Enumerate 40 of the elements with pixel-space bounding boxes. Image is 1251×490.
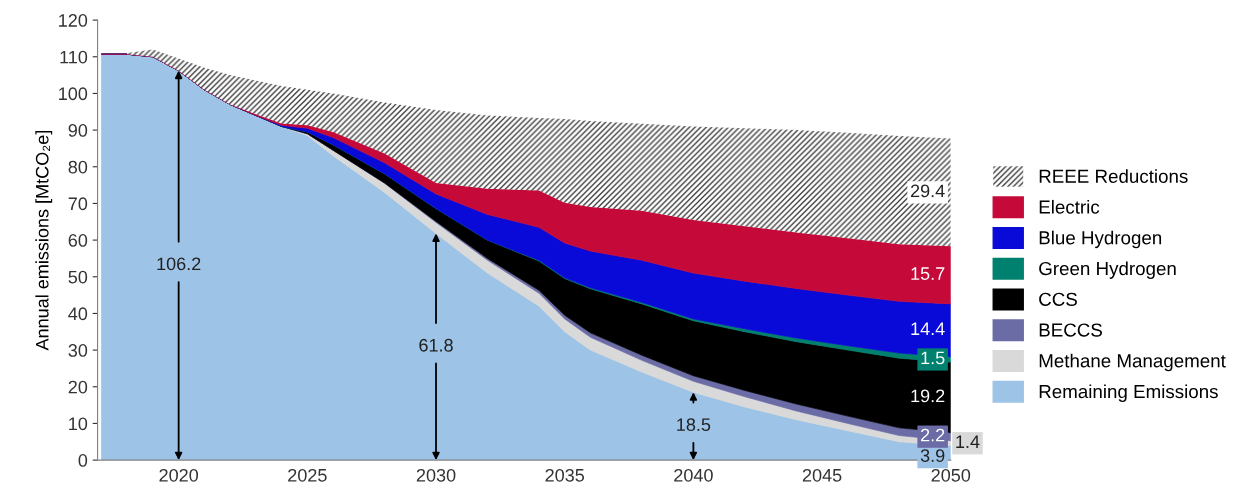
- annotation: 106.2: [157, 257, 201, 271]
- legend-label: Electric: [1039, 199, 1100, 214]
- legend-label: Blue Hydrogen: [1039, 230, 1162, 249]
- annotation: 18.5: [677, 418, 711, 432]
- data-label: 19.2: [911, 389, 945, 403]
- x-tick-label: 2020: [159, 468, 199, 482]
- legend-label: Remaining Emissions: [1039, 384, 1218, 402]
- y-tick-label: 10: [69, 417, 88, 431]
- x-tick-label: 2040: [674, 468, 713, 482]
- y-tick-label: 30: [68, 344, 88, 357]
- y-tick-label: 0: [78, 454, 88, 467]
- data-label: 2.2: [921, 428, 945, 442]
- legend-label: BECCS: [1039, 323, 1102, 337]
- data-label: 14.4: [911, 322, 945, 335]
- y-tick-label: 110: [60, 50, 88, 64]
- x-tick-label: 2045: [802, 468, 842, 482]
- x-tick-label: 2050: [931, 468, 971, 482]
- x-tick-label: 2030: [416, 468, 456, 482]
- legend-label: Methane Management: [1039, 353, 1226, 372]
- y-tick-label: 90: [68, 124, 88, 137]
- y-tick-label: 50: [68, 270, 88, 284]
- y-tick-label: 120: [59, 14, 88, 27]
- x-tick-label: 2035: [545, 468, 585, 482]
- y-tick-label: 20: [68, 380, 88, 394]
- legend-label: Green Hydrogen: [1039, 261, 1176, 279]
- y-tick-label: 70: [68, 197, 88, 211]
- y-tick-label: 40: [68, 307, 88, 321]
- data-label: 1.5: [921, 351, 945, 365]
- y-tick-label: 80: [68, 160, 88, 174]
- data-label: 1.4: [956, 435, 980, 448]
- legend-label: REEE Reductions: [1039, 169, 1188, 183]
- data-label: 3.9: [920, 449, 945, 462]
- data-label: 29.4: [910, 184, 945, 198]
- x-tick-label: 2025: [288, 468, 327, 482]
- annotation: 61.8: [419, 338, 453, 352]
- y-axis-title: Annual emissions [MtCO₂e]: [35, 131, 53, 351]
- y-tick-label: 60: [68, 234, 88, 247]
- y-tick-label: 100: [59, 87, 88, 101]
- legend-label: CCS: [1039, 292, 1077, 306]
- data-label: 15.7: [911, 267, 945, 280]
